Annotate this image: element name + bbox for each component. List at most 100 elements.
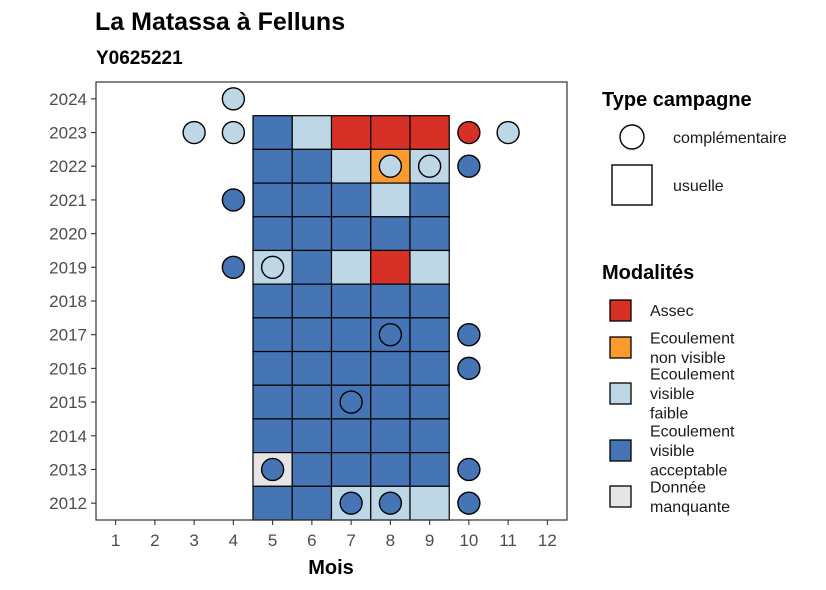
tile-2023-7 bbox=[330, 115, 372, 150]
tile-2020-8 bbox=[370, 216, 411, 252]
legend-swatch bbox=[609, 299, 632, 322]
legend-label-line: Donnée bbox=[650, 479, 706, 496]
legend-label-line: manquante bbox=[650, 499, 730, 516]
tile-2023-9 bbox=[409, 115, 450, 150]
legend-modalite-label: Ecoulement visible faible bbox=[650, 367, 735, 423]
y-tick-label: 2020 bbox=[49, 225, 87, 244]
tile-2017-9 bbox=[409, 317, 450, 353]
legend-type-title: Type campagne bbox=[602, 89, 752, 111]
legend-type-campagne: complémentaire usuelle bbox=[611, 124, 787, 206]
legend-modalite-label: Ecoulement visible acceptable bbox=[650, 424, 735, 480]
point-2023-11 bbox=[496, 120, 520, 145]
y-tick-label: 2014 bbox=[49, 427, 87, 446]
point-2017-10 bbox=[457, 322, 481, 347]
tile-2020-6 bbox=[291, 216, 333, 252]
legend-type-label: complémentaire bbox=[673, 130, 787, 147]
x-tick-label: 12 bbox=[538, 531, 557, 550]
y-tick-label: 2018 bbox=[49, 292, 87, 311]
x-tick-label: 9 bbox=[425, 531, 434, 550]
legend-swatch bbox=[609, 485, 632, 508]
tile-2018-7 bbox=[330, 283, 372, 319]
tile-2022-7 bbox=[330, 148, 372, 184]
x-tick-label: 6 bbox=[307, 531, 316, 550]
tile-2022-6 bbox=[291, 148, 333, 184]
y-tick-label: 2024 bbox=[49, 90, 87, 109]
x-tick-label: 8 bbox=[386, 531, 395, 550]
point-2017-8 bbox=[378, 322, 403, 347]
x-tick-label: 4 bbox=[229, 531, 238, 550]
tile-2019-9 bbox=[409, 249, 450, 285]
point-2012-8 bbox=[378, 491, 403, 515]
point-2022-10 bbox=[457, 154, 481, 178]
tile-2014-5 bbox=[252, 418, 293, 454]
point-2013-10 bbox=[457, 457, 481, 482]
point-2012-7 bbox=[339, 491, 363, 515]
point-2023-10 bbox=[457, 120, 481, 145]
tile-2018-9 bbox=[409, 283, 450, 319]
chart-subtitle: Y0625221 bbox=[96, 48, 183, 69]
legend-label-line: Assec bbox=[650, 303, 694, 320]
y-tick-label: 2017 bbox=[49, 326, 87, 345]
point-2019-5 bbox=[260, 255, 285, 280]
y-tick-label: 2019 bbox=[49, 258, 87, 277]
tile-2019-6 bbox=[291, 249, 333, 285]
legend-modalites-title: Modalités bbox=[602, 262, 694, 284]
legend-circle-key bbox=[619, 124, 645, 150]
plot-area bbox=[96, 82, 567, 521]
tile-2014-9 bbox=[409, 418, 450, 454]
y-tick-label: 2013 bbox=[49, 460, 87, 479]
legend-modalite-label: Ecoulement non visible bbox=[650, 330, 735, 367]
y-tick-label: 2021 bbox=[49, 191, 87, 210]
point-2024-4 bbox=[221, 87, 246, 111]
chart-title: La Matassa à Felluns bbox=[95, 8, 345, 36]
point-2022-9 bbox=[417, 154, 442, 178]
tile-2015-6 bbox=[291, 384, 333, 420]
y-tick-label: 2023 bbox=[49, 124, 87, 143]
legend-label-line: visible bbox=[650, 443, 695, 460]
tile-2013-8 bbox=[370, 452, 411, 487]
tile-2020-7 bbox=[330, 216, 372, 252]
tile-2017-5 bbox=[252, 317, 293, 353]
tile-2021-6 bbox=[291, 182, 333, 218]
legend-swatch bbox=[609, 336, 632, 359]
tile-2020-9 bbox=[409, 216, 450, 252]
tile-2015-5 bbox=[252, 384, 293, 420]
tile-2019-8 bbox=[370, 249, 411, 285]
point-2023-4 bbox=[221, 120, 246, 145]
legend-label-line: Ecoulement bbox=[650, 330, 735, 347]
legend-modalite-label: Assec bbox=[650, 303, 694, 320]
tile-2019-7 bbox=[330, 249, 372, 285]
tile-2022-5 bbox=[252, 148, 293, 184]
tile-2018-6 bbox=[291, 283, 333, 319]
point-2013-5 bbox=[260, 457, 285, 482]
tile-2014-7 bbox=[330, 418, 372, 454]
tile-2013-7 bbox=[330, 452, 372, 487]
tile-2023-8 bbox=[370, 115, 411, 150]
legend-modalite-label: Donnée manquante bbox=[650, 479, 730, 516]
legend-label-line: non visible bbox=[650, 350, 726, 367]
tile-2023-5 bbox=[252, 115, 293, 150]
tile-2016-5 bbox=[252, 350, 293, 386]
point-2023-3 bbox=[182, 120, 206, 145]
legend-type-label: usuelle bbox=[673, 178, 724, 195]
tile-2013-9 bbox=[409, 452, 450, 487]
legend-label-line: Ecoulement bbox=[650, 424, 735, 441]
point-2019-4 bbox=[221, 255, 246, 280]
y-tick-label: 2012 bbox=[49, 494, 87, 513]
tile-2017-7 bbox=[330, 317, 372, 353]
legend-label-line: faible bbox=[650, 406, 688, 423]
tile-2016-8 bbox=[370, 350, 411, 386]
tile-2014-8 bbox=[370, 418, 411, 454]
tile-2023-6 bbox=[291, 115, 333, 150]
tile-2013-6 bbox=[291, 452, 333, 487]
x-tick-label: 11 bbox=[499, 531, 517, 550]
point-2022-8 bbox=[378, 154, 403, 178]
tile-2014-6 bbox=[291, 418, 333, 454]
point-2016-10 bbox=[457, 356, 481, 381]
tile-2018-8 bbox=[370, 283, 411, 319]
tile-2021-7 bbox=[330, 182, 372, 218]
tile-2020-5 bbox=[252, 216, 293, 252]
point-2015-7 bbox=[339, 390, 363, 414]
